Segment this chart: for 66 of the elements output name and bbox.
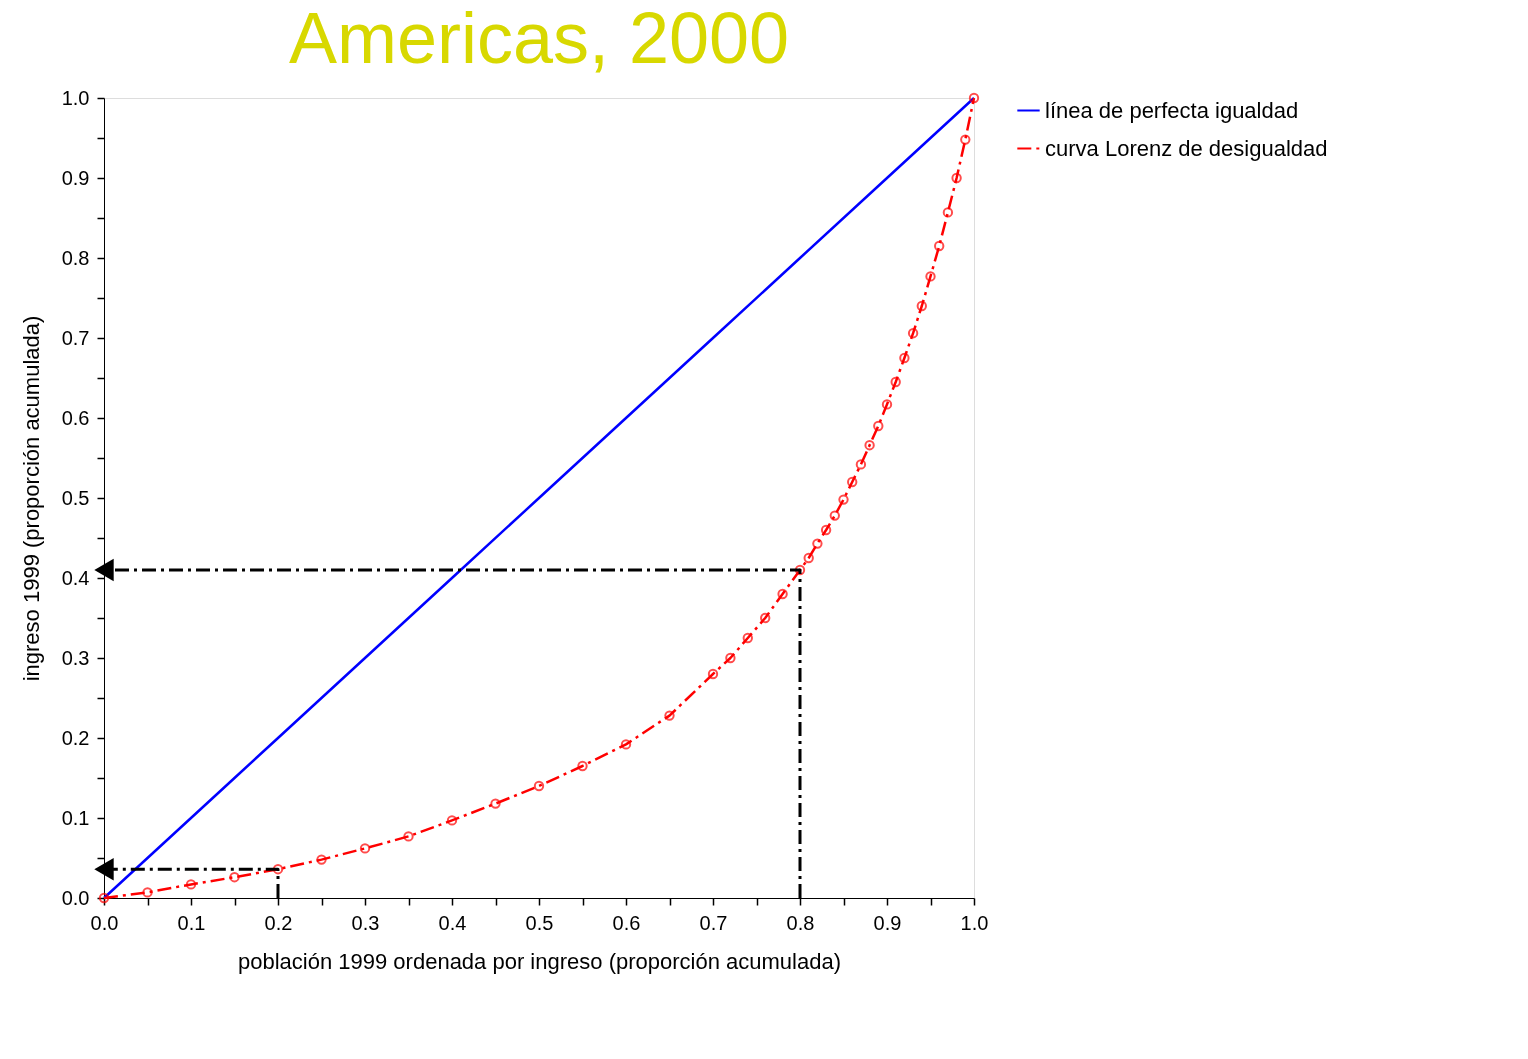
point	[533, 780, 545, 792]
x-tick-label: 0.1	[177, 911, 206, 934]
point	[803, 552, 814, 564]
point	[968, 92, 980, 104]
point	[777, 588, 788, 600]
x-tick-label: 0.2	[264, 911, 293, 934]
legend-label: línea de perfecta igualdad	[1045, 97, 1299, 123]
x-tick-label: 1.0	[960, 911, 989, 934]
x-axis-title: población 1999 ordenada por ingreso (proporción acumulada)	[238, 948, 841, 974]
y-tick-label: 0.2	[61, 726, 90, 749]
y-tick-label: 0.3	[61, 646, 90, 669]
point	[620, 739, 632, 750]
point	[820, 524, 832, 536]
point	[899, 352, 910, 364]
point	[847, 476, 858, 488]
y-tick-label: 0.7	[61, 326, 90, 349]
x-tick-label: 0.0	[90, 911, 119, 934]
x-tick-label: 0.4	[438, 911, 467, 934]
point	[916, 300, 927, 312]
x-tick-label: 0.8	[786, 911, 815, 934]
point	[881, 399, 893, 410]
y-axis-title: ingreso 1999 (proporción acumulada)	[18, 315, 44, 682]
point	[760, 612, 771, 624]
point	[907, 328, 919, 339]
x-tick-label: 0.6	[612, 911, 641, 934]
x-tick-label: 0.5	[525, 911, 554, 934]
point	[934, 240, 945, 252]
y-tick-label: 0.5	[61, 486, 90, 509]
y-tick-label: 0.6	[61, 406, 90, 429]
y-tick-label: 1.0	[61, 86, 90, 109]
chart-title: Americas, 2000	[288, 0, 790, 78]
legend-label: curva Lorenz de desigualdad	[1045, 135, 1328, 161]
point	[742, 632, 753, 644]
point	[812, 538, 823, 549]
point	[890, 376, 901, 388]
y-tick-label: 0.4	[61, 566, 90, 589]
point	[838, 494, 849, 505]
x-tick-label: 0.7	[699, 911, 728, 934]
point	[960, 134, 971, 145]
point	[229, 872, 240, 883]
point	[925, 271, 936, 282]
point	[490, 798, 501, 809]
point	[316, 854, 327, 865]
point	[577, 760, 588, 772]
point	[794, 564, 806, 576]
x-tick-label: 0.9	[873, 911, 902, 934]
point	[142, 887, 153, 898]
x-tick-label: 0.3	[351, 911, 380, 934]
point	[942, 207, 954, 218]
point	[185, 879, 197, 890]
point	[403, 831, 414, 842]
y-tick-label: 0.0	[61, 886, 90, 909]
point	[272, 864, 284, 875]
point	[664, 710, 675, 721]
point	[446, 815, 458, 826]
y-tick-label: 0.8	[61, 246, 90, 269]
y-tick-label: 0.1	[61, 806, 90, 829]
point	[864, 440, 875, 451]
point	[359, 843, 371, 854]
y-tick-label: 0.9	[61, 166, 90, 189]
point	[951, 172, 962, 184]
point	[855, 459, 867, 470]
point	[829, 510, 840, 521]
point	[725, 652, 736, 664]
point	[873, 420, 884, 432]
point	[707, 668, 719, 680]
